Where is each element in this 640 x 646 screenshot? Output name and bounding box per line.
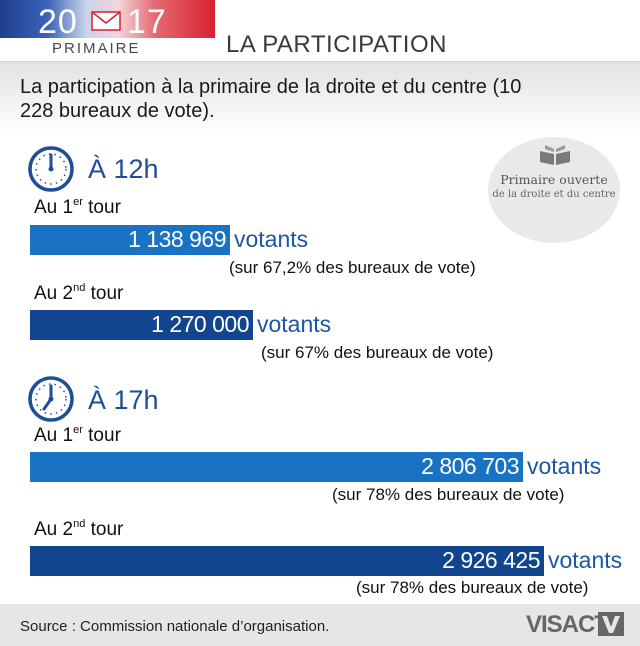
badge-subtitle: de la droite et du centre bbox=[492, 189, 616, 200]
bar-note: (sur 67,2% des bureaux de vote) bbox=[229, 258, 476, 277]
bar-17h-2 bbox=[30, 546, 544, 576]
tour-number: Au 2 bbox=[34, 283, 74, 304]
tour-label-17h-2: Au 2nd tour bbox=[34, 518, 123, 541]
bar-value-label: 1 270 000 bbox=[151, 311, 249, 337]
bar-17h-1 bbox=[30, 452, 523, 482]
subtitle: La participation à la primaire de la dro… bbox=[20, 76, 522, 122]
tour-word: tour bbox=[82, 197, 121, 218]
clock-12h-icon bbox=[28, 146, 74, 192]
bar-note: (sur 67% des bureaux de vote) bbox=[261, 343, 494, 362]
tour-number: Au 1 bbox=[34, 425, 74, 446]
bar-note: (sur 78% des bureaux de vote) bbox=[332, 485, 565, 504]
tour-label-12h-1: Au 1er tour bbox=[34, 196, 121, 219]
bar-unit-label: votants bbox=[548, 547, 623, 573]
bar-value-label: 2 926 425 bbox=[442, 547, 540, 573]
footer bbox=[0, 604, 640, 646]
tour-label-12h-2: Au 2nd tour bbox=[34, 282, 123, 305]
logo-label: PRIMAIRE bbox=[52, 40, 141, 57]
tour-label-17h-1: Au 1er tour bbox=[34, 424, 121, 447]
bar-value-label: 2 806 703 bbox=[421, 453, 519, 479]
brand-mark-icon bbox=[598, 612, 624, 636]
subtitle-band bbox=[0, 62, 640, 136]
header: 20 17 PRIMAIRE LA PARTICIPATION bbox=[0, 0, 640, 62]
bar-unit-label: votants bbox=[527, 453, 602, 479]
bar-value-label: 1 138 969 bbox=[128, 226, 226, 252]
tour-number: Au 1 bbox=[34, 197, 74, 218]
tour-ordinal: er bbox=[73, 424, 83, 436]
section-heading-12h: À 12h bbox=[88, 154, 159, 184]
logo-year-left: 20 bbox=[38, 3, 78, 41]
header-divider bbox=[0, 61, 640, 62]
section-heading-17h: À 17h bbox=[88, 385, 159, 415]
bar-12h-1 bbox=[30, 225, 230, 255]
badge-title: Primaire ouverte bbox=[500, 172, 608, 187]
tour-word: tour bbox=[82, 425, 121, 446]
logo-year-right: 17 bbox=[127, 3, 167, 41]
tour-number: Au 2 bbox=[34, 519, 74, 540]
tour-word: tour bbox=[85, 283, 124, 304]
tour-ordinal: nd bbox=[73, 282, 86, 294]
clock-17h-icon bbox=[28, 376, 74, 422]
bar-12h-2 bbox=[30, 310, 253, 340]
bar-unit-label: votants bbox=[257, 311, 332, 337]
envelope-icon bbox=[91, 11, 121, 31]
tour-ordinal: nd bbox=[73, 518, 86, 530]
primaire-2017-logo: 20 17 PRIMAIRE bbox=[0, 0, 215, 62]
book-icon bbox=[540, 145, 570, 165]
page-title: LA PARTICIPATION bbox=[226, 31, 447, 58]
source-note: Source : Commission nationale d’organisa… bbox=[20, 618, 330, 635]
bar-note: (sur 78% des bureaux de vote) bbox=[356, 578, 589, 597]
tour-ordinal: er bbox=[73, 196, 83, 208]
tour-word: tour bbox=[85, 519, 124, 540]
bar-unit-label: votants bbox=[234, 226, 309, 252]
